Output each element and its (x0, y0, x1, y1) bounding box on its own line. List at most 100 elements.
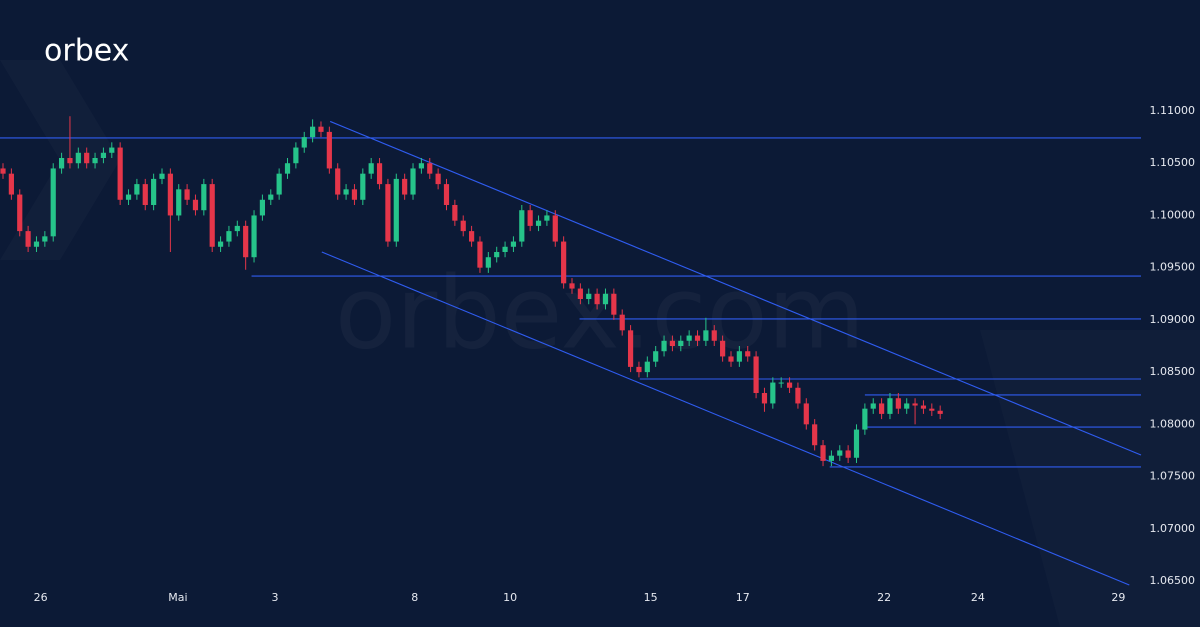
candle-body (234, 225, 240, 232)
candle-body (84, 152, 90, 164)
x-tick-label: 15 (644, 591, 658, 604)
candle-body (552, 215, 558, 242)
y-tick-label: 1.07500 (1150, 470, 1196, 483)
candle-body (477, 241, 483, 268)
candle-body (594, 293, 600, 305)
candle-body (393, 178, 399, 242)
y-tick-label: 1.07000 (1150, 522, 1196, 535)
candle-body (251, 215, 257, 258)
y-tick-label: 1.11000 (1150, 104, 1196, 117)
candle-body (837, 450, 843, 456)
candle-body (502, 246, 508, 252)
y-tick-label: 1.10500 (1150, 156, 1196, 169)
candle-body (92, 158, 98, 164)
candle-body (694, 335, 701, 341)
candle-body (661, 340, 667, 352)
candle-body (17, 194, 23, 232)
candle-body (284, 163, 291, 174)
candle-body (402, 178, 408, 195)
candle-body (720, 340, 726, 357)
candle-body (929, 408, 935, 411)
candle-body (109, 147, 115, 153)
candle-body (686, 335, 692, 341)
candle-body (619, 314, 625, 331)
y-tick-label: 1.09500 (1150, 261, 1196, 274)
candle-body (427, 163, 433, 174)
candle-body (761, 393, 768, 404)
candle-body (627, 330, 634, 367)
y-tick-label: 1.09000 (1150, 313, 1196, 326)
candle-body (25, 231, 31, 247)
candle-body (862, 408, 868, 430)
candle-body (703, 330, 709, 341)
candle-body (527, 210, 533, 226)
candle-body (360, 173, 366, 200)
candle-body (418, 163, 424, 169)
candle-body (310, 126, 316, 138)
candle-body (519, 210, 525, 242)
candle-body (376, 163, 383, 185)
candle-body (75, 152, 81, 164)
candle-body (276, 173, 282, 195)
x-tick-label: Mai (168, 591, 187, 604)
candle-body (745, 351, 751, 357)
candle-body (820, 445, 826, 461)
candle-body (870, 403, 876, 409)
candle-body (326, 131, 332, 169)
trend-line (321, 251, 1130, 586)
candle-body (828, 455, 834, 461)
candle-body (636, 366, 642, 373)
brand-logo: orbex (44, 34, 129, 69)
candle-body (117, 147, 123, 200)
candle-body (58, 158, 65, 169)
y-tick-label: 1.08000 (1150, 417, 1196, 430)
candle-body (786, 382, 793, 388)
candle-body (535, 220, 542, 226)
trend-line (329, 120, 1142, 456)
candle-body (243, 225, 249, 258)
candle-body (812, 424, 818, 446)
candle-body (33, 241, 40, 247)
candle-body (318, 126, 324, 132)
candle-body (795, 387, 801, 404)
candle-body (42, 236, 48, 242)
candle-body (460, 220, 466, 232)
candle-body (268, 194, 274, 200)
candle-body (887, 398, 893, 414)
candle-body (669, 340, 676, 346)
x-tick-label: 8 (411, 591, 418, 604)
candle-body (335, 168, 341, 195)
candle-body (845, 450, 851, 458)
candle-body (151, 178, 157, 205)
candle-body (385, 184, 391, 242)
candle-body (937, 410, 943, 414)
candle-body (226, 231, 232, 242)
candle-body (611, 293, 617, 315)
candle-body (159, 173, 165, 179)
y-tick-label: 1.10000 (1150, 208, 1196, 221)
candle-body (602, 293, 609, 305)
candle-body (711, 330, 717, 341)
candle-body (895, 398, 901, 409)
candle-body (125, 194, 132, 200)
candle-body (569, 283, 575, 289)
candle-body (134, 184, 140, 195)
x-tick-label: 24 (971, 591, 985, 604)
candle-body (50, 168, 56, 237)
candle-body (544, 215, 550, 221)
candle-body (0, 168, 6, 174)
candle-body (217, 241, 224, 247)
x-tick-label: 17 (736, 591, 750, 604)
candle-body (485, 257, 491, 268)
x-tick-label: 29 (1111, 591, 1125, 604)
candle-body (577, 288, 583, 299)
candle-body (452, 205, 458, 221)
candle-body (343, 189, 349, 195)
plot: 1.06500 1.07000 1.07500 1.08000 1.08500 1.090… (0, 104, 1195, 604)
candle-body (736, 351, 742, 362)
x-tick-label: 10 (503, 591, 517, 604)
candle-body (67, 158, 73, 164)
